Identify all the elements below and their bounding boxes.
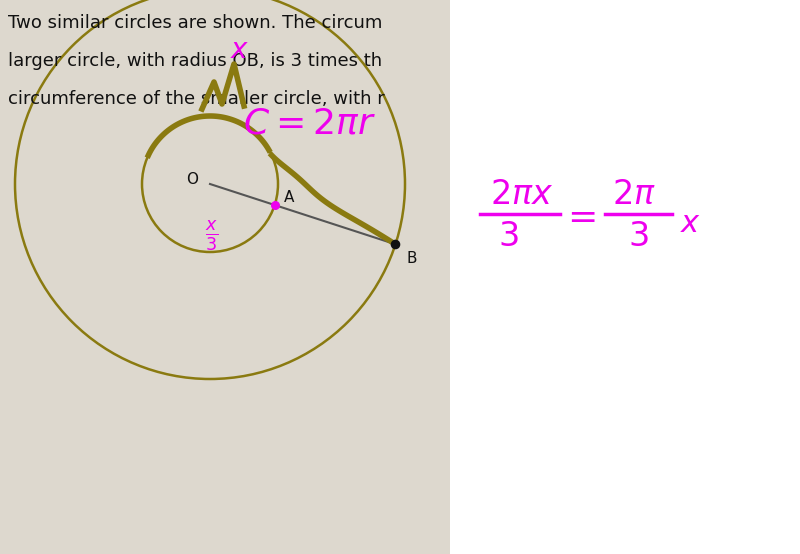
Text: B: B (406, 251, 417, 266)
Text: A: A (283, 189, 294, 204)
Text: circumference of the smaller circle, with r: circumference of the smaller circle, wit… (8, 90, 385, 108)
Text: larger circle, with radius OB, is 3 times th: larger circle, with radius OB, is 3 time… (8, 52, 382, 70)
Point (268, 201, 281, 209)
Bar (430, 0, 800, 554)
Text: $x$: $x$ (230, 38, 250, 64)
Text: $C=2\pi r$: $C=2\pi r$ (243, 107, 377, 141)
Text: $x$: $x$ (680, 209, 701, 239)
Text: $3$: $3$ (628, 219, 648, 253)
Text: $=$: $=$ (560, 199, 596, 233)
Text: O: O (186, 172, 198, 187)
Text: $2\pi x$: $2\pi x$ (490, 177, 554, 211)
Text: $3$: $3$ (498, 219, 518, 253)
Text: $\frac{x}{3}$: $\frac{x}{3}$ (206, 219, 218, 253)
Text: $2\pi$: $2\pi$ (612, 177, 656, 211)
Text: Two similar circles are shown. The circum: Two similar circles are shown. The circu… (8, 14, 382, 32)
Point (389, 240, 402, 249)
Bar (0, 0, 450, 554)
